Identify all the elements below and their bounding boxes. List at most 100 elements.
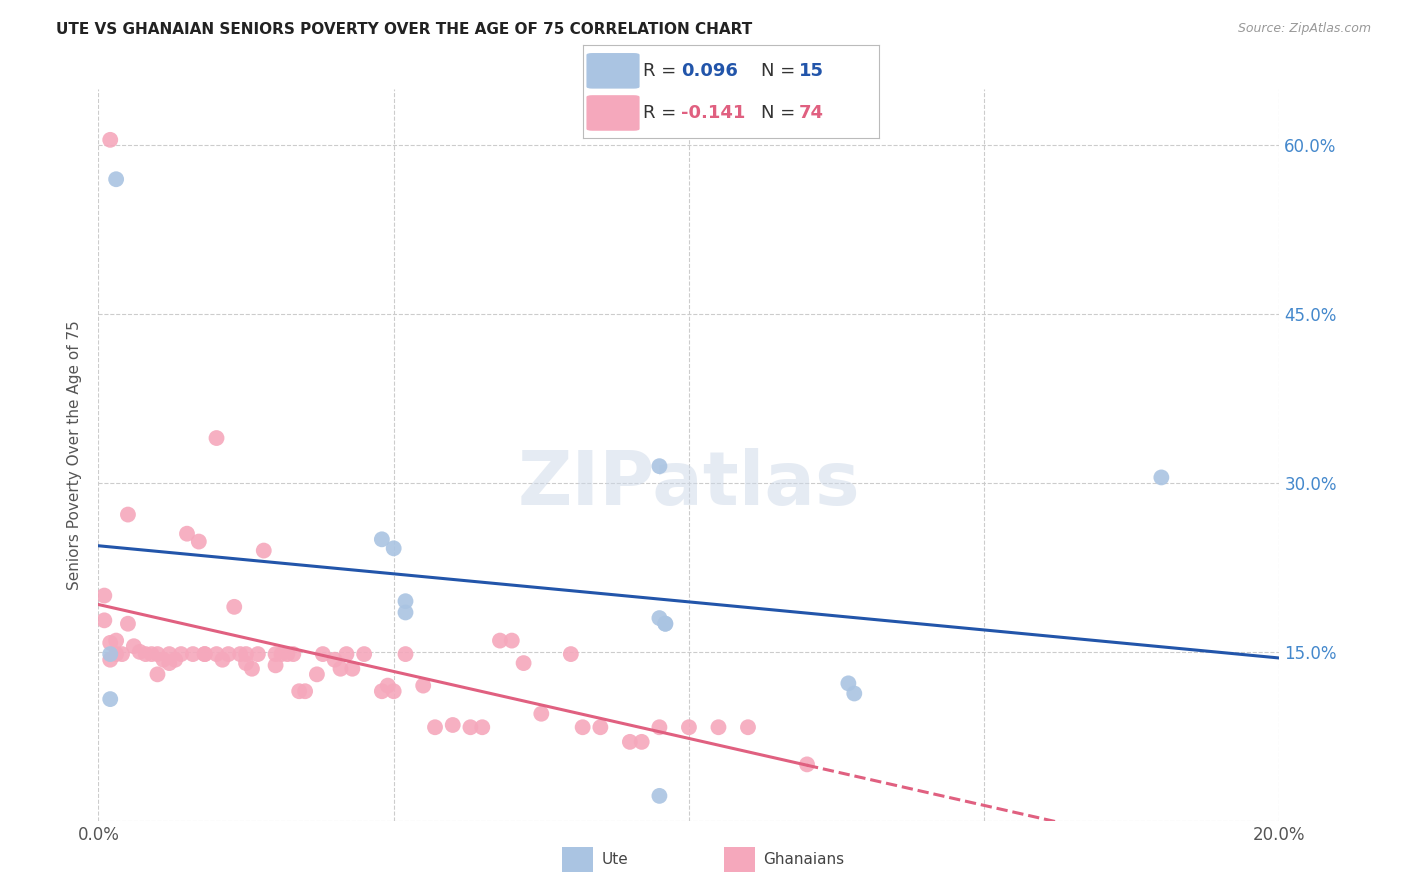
Point xyxy=(796,757,818,772)
Text: 74: 74 xyxy=(799,104,824,122)
Point xyxy=(217,647,239,661)
Point xyxy=(111,647,134,661)
Text: 15: 15 xyxy=(799,62,824,79)
Point xyxy=(224,599,246,614)
Point xyxy=(571,720,593,734)
Point xyxy=(117,616,139,631)
Text: Ghanaians: Ghanaians xyxy=(763,853,845,867)
Y-axis label: Seniors Poverty Over the Age of 75: Seniors Poverty Over the Age of 75 xyxy=(67,320,83,590)
Point xyxy=(648,611,671,625)
Point xyxy=(181,647,204,661)
Text: R =: R = xyxy=(643,104,682,122)
Point xyxy=(353,647,375,661)
Point xyxy=(394,594,416,608)
Point xyxy=(105,647,128,661)
Point xyxy=(194,647,217,661)
Point xyxy=(253,543,276,558)
Point xyxy=(654,616,676,631)
Point xyxy=(560,647,582,661)
Point xyxy=(205,431,228,445)
Point xyxy=(678,720,700,734)
Point xyxy=(93,589,115,603)
Point xyxy=(240,662,263,676)
Point xyxy=(460,720,482,734)
Point xyxy=(648,789,671,803)
Point xyxy=(619,735,641,749)
Point xyxy=(530,706,553,721)
Text: ZIPatlas: ZIPatlas xyxy=(517,448,860,521)
Point xyxy=(837,676,859,690)
Point xyxy=(205,647,228,661)
Point xyxy=(329,662,352,676)
Point xyxy=(471,720,494,734)
Point xyxy=(294,684,316,698)
Point xyxy=(654,616,676,631)
Point xyxy=(105,633,128,648)
Text: Source: ZipAtlas.com: Source: ZipAtlas.com xyxy=(1237,22,1371,36)
Point xyxy=(342,662,364,676)
Point xyxy=(589,720,612,734)
Point xyxy=(707,720,730,734)
FancyBboxPatch shape xyxy=(586,95,640,131)
Point xyxy=(170,647,193,661)
Point xyxy=(288,684,311,698)
Point xyxy=(264,647,287,661)
Point xyxy=(157,647,180,661)
Point xyxy=(229,647,252,661)
Point xyxy=(128,645,150,659)
Point xyxy=(165,653,187,667)
Point xyxy=(211,653,233,667)
Point xyxy=(382,541,405,556)
Point xyxy=(270,647,292,661)
Point xyxy=(98,636,121,650)
Point xyxy=(371,533,394,547)
Point xyxy=(737,720,759,734)
Point xyxy=(146,667,169,681)
Text: N =: N = xyxy=(761,62,800,79)
Point xyxy=(276,647,298,661)
Point xyxy=(323,653,346,667)
Point xyxy=(122,639,145,653)
Point xyxy=(105,172,128,186)
Point xyxy=(335,647,357,661)
Point xyxy=(423,720,446,734)
Point xyxy=(312,647,335,661)
Point xyxy=(441,718,464,732)
Point xyxy=(157,656,180,670)
Point xyxy=(235,647,257,661)
Text: R =: R = xyxy=(643,62,682,79)
Point xyxy=(187,534,209,549)
Point xyxy=(283,647,305,661)
Point xyxy=(512,656,534,670)
Point xyxy=(630,735,652,749)
Point xyxy=(93,613,115,627)
Point xyxy=(176,526,198,541)
Point xyxy=(235,656,257,670)
Point xyxy=(264,658,287,673)
FancyBboxPatch shape xyxy=(586,53,640,88)
Point xyxy=(844,686,866,700)
Point xyxy=(305,667,328,681)
Text: UTE VS GHANAIAN SENIORS POVERTY OVER THE AGE OF 75 CORRELATION CHART: UTE VS GHANAIAN SENIORS POVERTY OVER THE… xyxy=(56,22,752,37)
Text: -0.141: -0.141 xyxy=(681,104,745,122)
Point xyxy=(246,647,269,661)
Point xyxy=(648,459,671,474)
Point xyxy=(394,647,416,661)
Point xyxy=(117,508,139,522)
Point xyxy=(146,647,169,661)
Point xyxy=(1150,470,1173,484)
Point xyxy=(412,679,434,693)
Point xyxy=(98,653,121,667)
Text: N =: N = xyxy=(761,104,800,122)
Point xyxy=(648,720,671,734)
Text: 0.096: 0.096 xyxy=(681,62,738,79)
Point xyxy=(371,684,394,698)
Text: Ute: Ute xyxy=(602,853,628,867)
Point xyxy=(489,633,512,648)
Point xyxy=(98,133,121,147)
Point xyxy=(194,647,217,661)
Point xyxy=(141,647,163,661)
Point xyxy=(135,647,157,661)
Point xyxy=(152,653,174,667)
Point xyxy=(98,647,121,661)
